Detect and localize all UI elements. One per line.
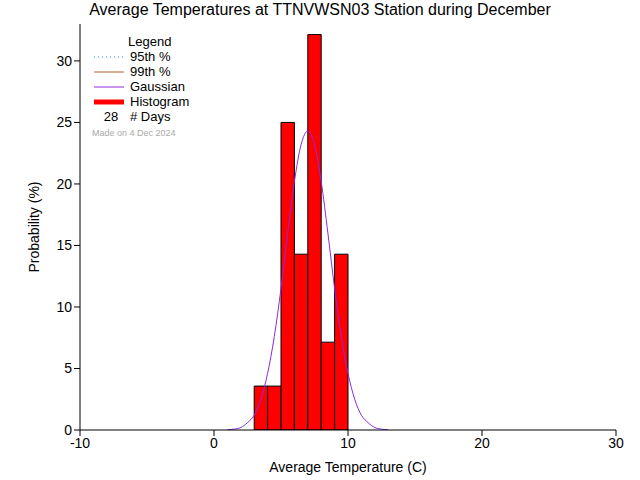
svg-text:15: 15 <box>56 237 72 253</box>
html-text:Histogram: Histogram <box>130 94 190 109</box>
svg-text:Probability (%): Probability (%) <box>26 181 42 272</box>
svg-text:20: 20 <box>56 176 72 192</box>
html-text:Gaussian: Gaussian <box>130 79 185 94</box>
html-text:# Days: # Days <box>130 109 171 124</box>
html-text:Made on 4 Dec 2024: Made on 4 Dec 2024 <box>92 128 176 138</box>
svg-text:Average Temperature (C): Average Temperature (C) <box>269 459 426 475</box>
svg-text:30: 30 <box>608 435 624 451</box>
svg-text:10: 10 <box>56 299 72 315</box>
svg-text:20: 20 <box>474 435 490 451</box>
svg-text:0: 0 <box>64 422 72 438</box>
html-text:95th %: 95th % <box>130 49 171 64</box>
svg-text:30: 30 <box>56 53 72 69</box>
html-text:Legend: Legend <box>128 34 172 49</box>
svg-text:-10: -10 <box>70 435 90 451</box>
svg-text:25: 25 <box>56 114 72 130</box>
html-text:99th %: 99th % <box>130 64 171 79</box>
html-text:Average Temperatures at TTNVWS: Average Temperatures at TTNVWSN03 Statio… <box>89 1 551 18</box>
svg-text:0: 0 <box>210 435 218 451</box>
svg-text:10: 10 <box>340 435 356 451</box>
svg-text:5: 5 <box>64 360 72 376</box>
html-text:28: 28 <box>103 109 119 124</box>
